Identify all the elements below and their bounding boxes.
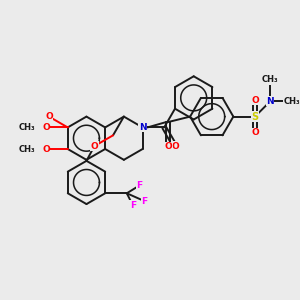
- Text: CH₃: CH₃: [262, 75, 278, 84]
- Text: O: O: [251, 96, 259, 105]
- Text: CH₃: CH₃: [18, 145, 35, 154]
- Text: F: F: [141, 196, 148, 206]
- Text: CH₃: CH₃: [284, 97, 300, 106]
- Text: O: O: [164, 142, 172, 151]
- Text: CH₃: CH₃: [18, 123, 35, 132]
- Text: O: O: [171, 142, 179, 151]
- Text: S: S: [251, 112, 259, 122]
- Text: O: O: [91, 142, 98, 151]
- Text: O: O: [42, 145, 50, 154]
- Text: F: F: [130, 201, 136, 210]
- Text: O: O: [45, 112, 53, 121]
- Text: N: N: [266, 97, 274, 106]
- Text: O: O: [42, 123, 50, 132]
- Text: F: F: [136, 181, 142, 190]
- Text: O: O: [251, 128, 259, 137]
- Text: N: N: [139, 123, 146, 132]
